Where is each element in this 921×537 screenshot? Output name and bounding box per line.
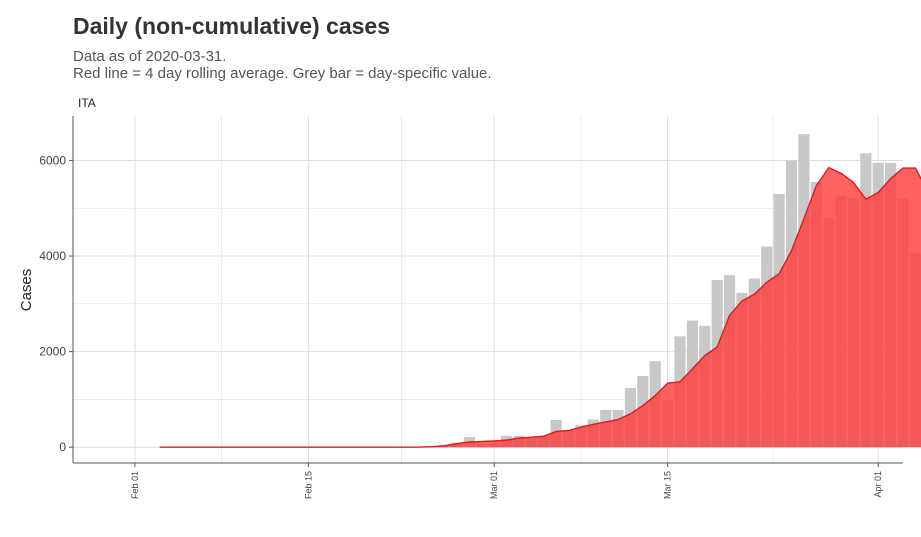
x-tick-label: Mar 15: [663, 471, 673, 499]
x-tick-label: Feb 15: [303, 471, 313, 499]
rolling-average-area: [159, 167, 921, 448]
y-tick-label: 4000: [39, 249, 66, 263]
subtitle-line-2: Red line = 4 day rolling average. Grey b…: [73, 65, 492, 82]
x-tick-label: Mar 01: [489, 471, 499, 499]
rolling-average-layer: [159, 166, 921, 448]
y-tick-label: 2000: [39, 345, 66, 359]
y-tick-label: 0: [59, 440, 66, 454]
chart-title: Daily (non-cumulative) cases: [73, 13, 390, 39]
subtitle-line-1: Data as of 2020-03-31.: [73, 48, 227, 65]
x-tick-label: Apr 01: [873, 471, 883, 498]
chart-subtitle: Data as of 2020-03-31. Red line = 4 day …: [73, 48, 492, 82]
axes-layer: 0 2000 4000 6000 Feb 01 Feb 15 Mar 01 Mar 15 Apr…: [39, 116, 903, 499]
facet-label: ITA: [78, 96, 96, 110]
y-tick-label: 6000: [39, 153, 66, 167]
x-tick-label: Feb 01: [130, 471, 140, 499]
rolling-average-line: [159, 166, 921, 448]
y-axis-label: Cases: [18, 269, 35, 312]
